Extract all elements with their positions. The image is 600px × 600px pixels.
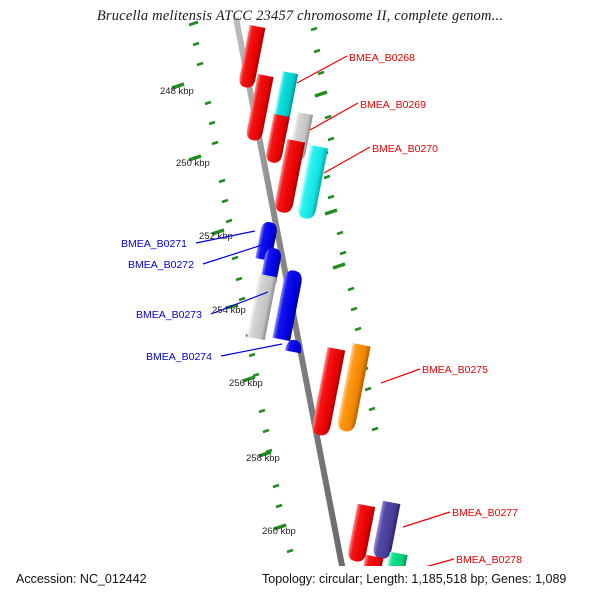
gene-feature-bar bbox=[272, 270, 302, 342]
gene-label-bmea-b0273[interactable]: BMEA_B0273 bbox=[136, 309, 202, 321]
gene-label-bmea-b0278[interactable]: BMEA_B0278 bbox=[456, 554, 522, 566]
gene-feature-bar bbox=[246, 74, 274, 141]
leader-line-red-group bbox=[296, 55, 455, 573]
gene-feature-bar bbox=[337, 343, 371, 432]
sequence-title: Brucella melitensis ATCC 23457 chromosom… bbox=[96, 8, 504, 24]
ruler-tick-label: 256 kbp bbox=[229, 378, 263, 389]
ruler-tick-label: 250 kbp bbox=[176, 158, 210, 169]
gene-label-bmea-b0272[interactable]: BMEA_B0272 bbox=[128, 259, 194, 271]
gene-label-bmea-b0268[interactable]: BMEA_B0268 bbox=[349, 52, 415, 64]
gene-feature-bar bbox=[260, 248, 281, 284]
gene-feature-bar bbox=[312, 347, 346, 436]
gene-feature-bar bbox=[285, 339, 302, 354]
gene-feature-bar bbox=[247, 273, 277, 341]
leader-line-blue-group bbox=[195, 230, 283, 357]
gene-label-bmea-b0275[interactable]: BMEA_B0275 bbox=[422, 364, 488, 376]
ruler-tick-label: 258 kbp bbox=[246, 453, 280, 464]
ruler-tick-label: 254 kbp bbox=[212, 305, 246, 316]
gene-label-bmea-b0277[interactable]: BMEA_B0277 bbox=[452, 507, 518, 519]
accession-text: Accession: NC_012442 bbox=[16, 572, 147, 586]
gene-label-bmea-b0269[interactable]: BMEA_B0269 bbox=[360, 99, 426, 111]
gene-label-bmea-b0274[interactable]: BMEA_B0274 bbox=[146, 351, 212, 363]
sequence-summary-text: Topology: circular; Length: 1,185,518 bp… bbox=[262, 572, 567, 586]
gene-label-bmea-b0270[interactable]: BMEA_B0270 bbox=[372, 143, 438, 155]
gene-feature-bar bbox=[239, 25, 266, 88]
gene-feature-bar bbox=[275, 139, 306, 213]
ruler-tick-label: 252 kbp bbox=[199, 231, 233, 242]
gene-feature-bar bbox=[373, 500, 401, 559]
gene-label-bmea-b0271[interactable]: BMEA_B0271 bbox=[121, 238, 187, 250]
ruler-tick-label: 248 kbp bbox=[160, 86, 194, 97]
gene-feature-bar bbox=[348, 503, 376, 562]
ruler-tick-label: 260 kbp bbox=[262, 526, 296, 537]
status-bar: Accession: NC_012442 Topology: circular;… bbox=[0, 566, 600, 600]
gene-feature-bar bbox=[298, 145, 328, 219]
gene-feature-bar bbox=[266, 113, 290, 163]
